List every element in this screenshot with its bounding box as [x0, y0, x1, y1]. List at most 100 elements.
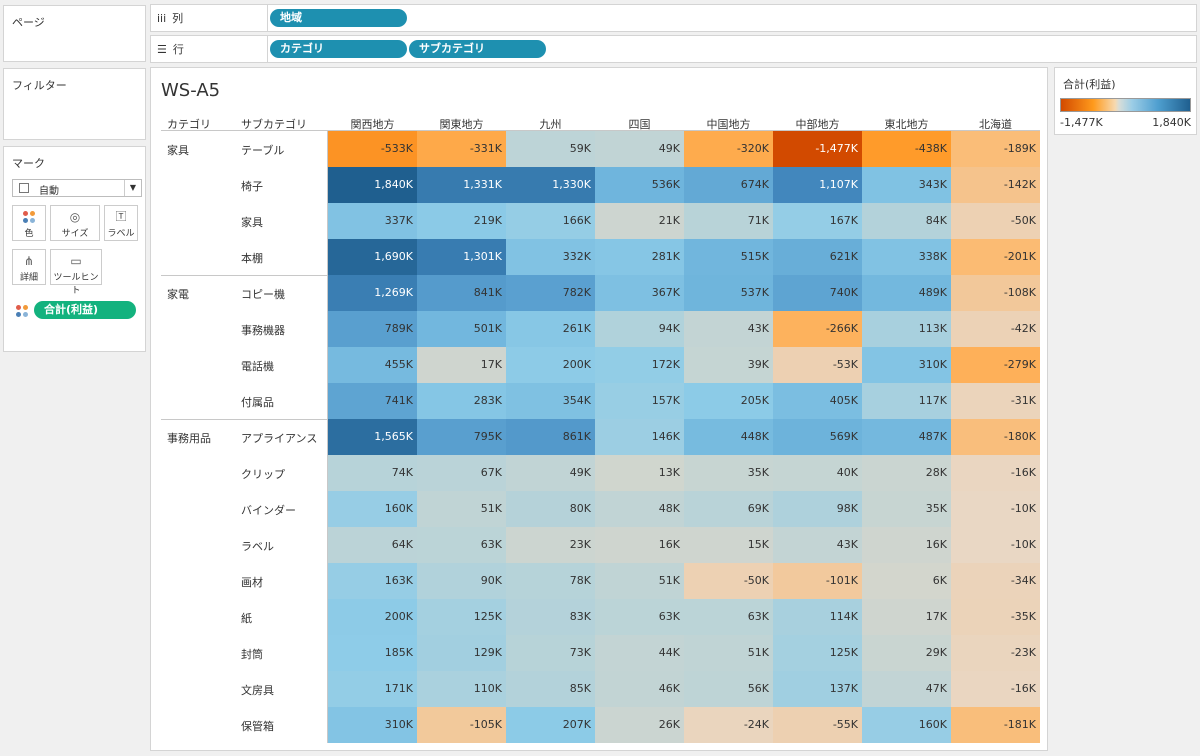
heatmap-cell[interactable]: 337K: [328, 203, 417, 239]
heatmap-cell[interactable]: 43K: [684, 311, 773, 347]
heatmap-cell[interactable]: -142K: [951, 167, 1040, 203]
heatmap-cell[interactable]: 185K: [328, 635, 417, 671]
heatmap-cell[interactable]: -50K: [951, 203, 1040, 239]
heatmap-cell[interactable]: -16K: [951, 455, 1040, 491]
heatmap-cell[interactable]: 1,331K: [417, 167, 506, 203]
heatmap-cell[interactable]: 46K: [595, 671, 684, 707]
column-pill-region[interactable]: 地域: [270, 9, 407, 27]
heatmap-cell[interactable]: 90K: [417, 563, 506, 599]
size-button[interactable]: ◎ サイズ: [50, 205, 100, 241]
heatmap-cell[interactable]: 43K: [773, 527, 862, 563]
heatmap-cell[interactable]: 71K: [684, 203, 773, 239]
heatmap-cell[interactable]: 172K: [595, 347, 684, 383]
heatmap-cell[interactable]: 205K: [684, 383, 773, 419]
row-pill-subcategory[interactable]: サブカテゴリ: [409, 40, 546, 58]
heatmap-cell[interactable]: 146K: [595, 419, 684, 455]
heatmap-cell[interactable]: -533K: [328, 131, 417, 167]
heatmap-cell[interactable]: 367K: [595, 275, 684, 311]
heatmap-cell[interactable]: -181K: [951, 707, 1040, 743]
heatmap-cell[interactable]: 166K: [506, 203, 595, 239]
heatmap-cell[interactable]: 84K: [862, 203, 951, 239]
heatmap-cell[interactable]: 537K: [684, 275, 773, 311]
color-button[interactable]: 色: [12, 205, 46, 241]
heatmap-cell[interactable]: 1,330K: [506, 167, 595, 203]
heatmap-cell[interactable]: 40K: [773, 455, 862, 491]
heatmap-cell[interactable]: 569K: [773, 419, 862, 455]
heatmap-cell[interactable]: 49K: [595, 131, 684, 167]
heatmap-cell[interactable]: -108K: [951, 275, 1040, 311]
heatmap-cell[interactable]: 167K: [773, 203, 862, 239]
heatmap-cell[interactable]: 207K: [506, 707, 595, 743]
heatmap-cell[interactable]: 782K: [506, 275, 595, 311]
heatmap-cell[interactable]: 163K: [328, 563, 417, 599]
heatmap-cell[interactable]: 200K: [506, 347, 595, 383]
heatmap-cell[interactable]: 343K: [862, 167, 951, 203]
heatmap-cell[interactable]: 114K: [773, 599, 862, 635]
heatmap-cell[interactable]: 281K: [595, 239, 684, 275]
heatmap-cell[interactable]: -31K: [951, 383, 1040, 419]
heatmap-cell[interactable]: -35K: [951, 599, 1040, 635]
heatmap-cell[interactable]: 536K: [595, 167, 684, 203]
heatmap-cell[interactable]: 160K: [328, 491, 417, 527]
heatmap-cell[interactable]: 28K: [862, 455, 951, 491]
heatmap-cell[interactable]: 59K: [506, 131, 595, 167]
heatmap-cell[interactable]: 26K: [595, 707, 684, 743]
label-button[interactable]: 🅃 ラベル: [104, 205, 138, 241]
heatmap-cell[interactable]: 861K: [506, 419, 595, 455]
heatmap-cell[interactable]: 21K: [595, 203, 684, 239]
heatmap-cell[interactable]: -201K: [951, 239, 1040, 275]
heatmap-cell[interactable]: 6K: [862, 563, 951, 599]
heatmap-cell[interactable]: 39K: [684, 347, 773, 383]
heatmap-cell[interactable]: -180K: [951, 419, 1040, 455]
heatmap-cell[interactable]: 85K: [506, 671, 595, 707]
heatmap-cell[interactable]: 69K: [684, 491, 773, 527]
heatmap-cell[interactable]: 49K: [506, 455, 595, 491]
heatmap-cell[interactable]: 125K: [417, 599, 506, 635]
heatmap-cell[interactable]: 740K: [773, 275, 862, 311]
heatmap-cell[interactable]: 200K: [328, 599, 417, 635]
heatmap-cell[interactable]: 117K: [862, 383, 951, 419]
row-pill-category[interactable]: カテゴリ: [270, 40, 407, 58]
heatmap-cell[interactable]: 489K: [862, 275, 951, 311]
heatmap-cell[interactable]: 841K: [417, 275, 506, 311]
heatmap-cell[interactable]: -1,477K: [773, 131, 862, 167]
heatmap-cell[interactable]: -320K: [684, 131, 773, 167]
heatmap-cell[interactable]: 261K: [506, 311, 595, 347]
heatmap-cell[interactable]: -53K: [773, 347, 862, 383]
heatmap-cell[interactable]: -101K: [773, 563, 862, 599]
heatmap-cell[interactable]: 83K: [506, 599, 595, 635]
heatmap-cell[interactable]: 51K: [684, 635, 773, 671]
heatmap-cell[interactable]: 63K: [595, 599, 684, 635]
heatmap-cell[interactable]: 160K: [862, 707, 951, 743]
heatmap-cell[interactable]: 98K: [773, 491, 862, 527]
heatmap-cell[interactable]: -105K: [417, 707, 506, 743]
filters-card[interactable]: フィルター: [3, 68, 146, 140]
heatmap-cell[interactable]: 48K: [595, 491, 684, 527]
heatmap-cell[interactable]: -438K: [862, 131, 951, 167]
heatmap-cell[interactable]: 63K: [417, 527, 506, 563]
heatmap-cell[interactable]: 64K: [328, 527, 417, 563]
heatmap-cell[interactable]: -55K: [773, 707, 862, 743]
heatmap-cell[interactable]: 501K: [417, 311, 506, 347]
columns-shelf[interactable]: iii 列 地域: [150, 4, 1197, 32]
heatmap-cell[interactable]: 78K: [506, 563, 595, 599]
heatmap-cell[interactable]: -50K: [684, 563, 773, 599]
heatmap-cell[interactable]: 94K: [595, 311, 684, 347]
heatmap-cell[interactable]: 80K: [506, 491, 595, 527]
heatmap-cell[interactable]: -34K: [951, 563, 1040, 599]
heatmap-cell[interactable]: 674K: [684, 167, 773, 203]
heatmap-cell[interactable]: 1,565K: [328, 419, 417, 455]
heatmap-cell[interactable]: 157K: [595, 383, 684, 419]
heatmap-cell[interactable]: 67K: [417, 455, 506, 491]
chevron-down-icon[interactable]: ▼: [124, 180, 141, 196]
heatmap-cell[interactable]: 455K: [328, 347, 417, 383]
heatmap-cell[interactable]: 219K: [417, 203, 506, 239]
heatmap-cell[interactable]: -42K: [951, 311, 1040, 347]
heatmap-cell[interactable]: 63K: [684, 599, 773, 635]
heatmap-cell[interactable]: 125K: [773, 635, 862, 671]
heatmap-cell[interactable]: 741K: [328, 383, 417, 419]
heatmap-cell[interactable]: 789K: [328, 311, 417, 347]
heatmap-cell[interactable]: -331K: [417, 131, 506, 167]
heatmap-cell[interactable]: 110K: [417, 671, 506, 707]
detail-button[interactable]: ⋔ 詳細: [12, 249, 46, 285]
